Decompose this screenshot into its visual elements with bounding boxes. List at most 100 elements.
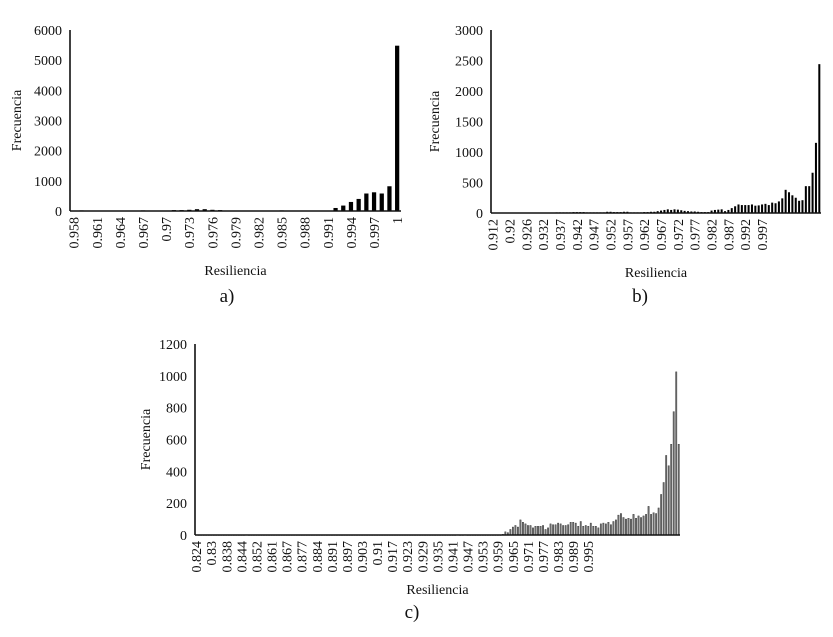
x-tick-label: 0.844 [235,541,250,573]
histogram-bar [589,522,592,536]
histogram-bar [364,193,369,211]
histogram-bar [645,514,647,536]
histogram-bar [801,200,804,213]
histogram-bar [620,513,622,536]
x-tick-label: 0.932 [537,219,552,251]
histogram-bar [818,64,821,213]
y-tick-label: 500 [462,177,483,192]
x-tick-label: 0.997 [368,217,383,249]
x-tick-label: 0.884 [311,541,326,573]
x-tick-label: 0.958 [68,217,83,249]
y-tick-label: 400 [166,465,187,480]
histogram-bar [387,186,392,211]
x-tick-label: 0.961 [91,217,106,249]
histogram-bar [656,211,659,213]
histogram-bar [627,518,630,536]
histogram-bar [577,526,580,536]
histogram-bar [670,209,673,213]
histogram-bar [544,529,547,536]
histogram-bar [534,526,537,536]
histogram-bar [804,186,807,213]
histogram-bar [637,515,640,536]
x-tick-label: 0.912 [487,219,502,251]
histogram-bar [757,205,760,213]
histogram-bar [811,172,814,213]
histogram-bar [727,209,730,213]
x-tick-label: 0.942 [571,219,586,251]
x-tick-label: 0.91 [371,541,386,566]
y-tick-label: 3000 [34,115,62,130]
x-tick-label: 0.959 [492,541,507,573]
y-tick-label: 4000 [34,84,62,99]
x-tick-label: 0.923 [401,541,416,573]
x-tick-label: 0.947 [462,541,477,573]
histogram-bar [557,522,560,536]
histogram-bar [574,522,577,536]
x-tick-label: 0.982 [705,219,720,251]
x-tick-label: 0.977 [689,219,704,251]
histogram-bar [683,210,686,213]
histogram-bar [788,192,791,213]
x-tick-label: 0.989 [567,541,582,573]
y-axis-label: Frecuencia [428,90,443,152]
x-tick-label: 0.994 [345,217,360,249]
histogram-bar [509,529,512,536]
histogram-bar [665,455,668,536]
x-tick-label: 0.991 [322,217,337,249]
histogram-bar [747,205,750,213]
histogram-bar [582,526,585,536]
histogram-bar [622,517,625,536]
x-axis-label: Resiliencia [204,264,267,279]
histogram-bar [676,209,679,213]
histogram-bar [537,526,539,536]
histogram-bar [341,205,346,211]
histogram-bar [750,204,753,213]
x-tick-label: 0.995 [582,541,597,573]
y-tick-label: 2500 [455,55,483,70]
x-tick-label: 0.952 [604,219,619,251]
histogram-bar [680,210,683,213]
histogram-bar [599,523,602,536]
histogram-bar [524,523,527,536]
x-tick-label: 0.997 [756,219,771,251]
histogram-bar [650,514,652,536]
x-tick-label: 0.983 [552,541,567,573]
histogram-bar [202,209,207,211]
histogram-bar [767,205,770,213]
histogram-bar [562,525,565,536]
y-tick-label: 0 [476,207,483,222]
histogram-bar [774,203,777,213]
histogram-bar [602,522,605,536]
histogram-bar [675,371,678,536]
histogram-a: 0 1000 2000 3000 4000 5000 6000 Frecuencia 0.958… [10,24,406,279]
histogram-bar [519,519,522,536]
histogram-bar [630,518,632,536]
x-axis-label: Resiliencia [406,583,469,598]
histogram-bar [584,525,587,536]
histogram-bar [642,515,645,536]
x-tick-label: 0.988 [299,217,314,249]
histogram-bar [660,494,663,536]
histogram-bar [547,527,549,536]
histogram-bar [673,209,676,213]
chart-panel-a: 0 1000 2000 3000 4000 5000 6000 Frecuencia 0.958… [0,0,415,320]
histogram-bar [333,207,338,211]
y-tick-label: 2000 [34,145,62,160]
histogram-bar [532,527,534,536]
x-tick-label: 0.937 [554,219,569,251]
histogram-bar [662,482,665,536]
x-tick-label: 0.979 [229,217,244,249]
histogram-bar [754,205,757,213]
histogram-bar [517,526,519,536]
chart-panel-c: 0 200 400 600 800 1000 1200 Frecuencia 0.824 0.83… [130,325,710,632]
x-tick-label: 0.964 [114,217,129,249]
histogram-bar [734,206,737,213]
histogram-bar [554,524,557,536]
x-tick-label: 0.947 [588,219,603,251]
histogram-bar [379,193,384,211]
x-tick-label: 0.903 [356,541,371,573]
histogram-bar [686,211,689,213]
x-tick-label: 0.97 [160,217,175,242]
x-tick-label: 0.852 [250,541,265,573]
